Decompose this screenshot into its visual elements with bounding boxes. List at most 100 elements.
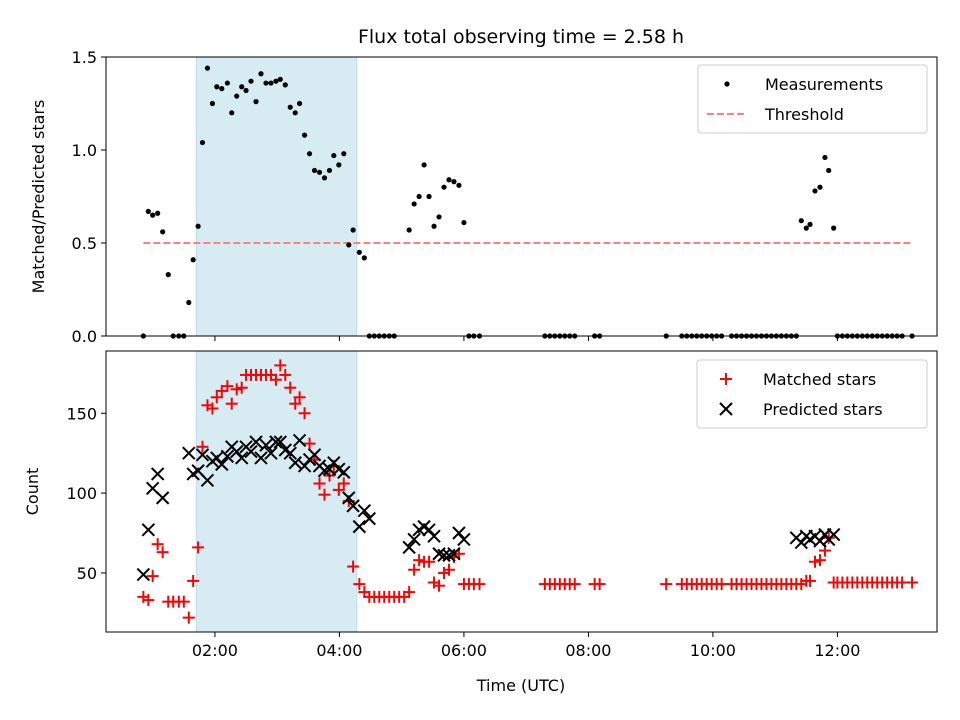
- top-highlight-span: [195, 56, 358, 337]
- measurement-point: [258, 71, 264, 77]
- measurement-point: [406, 227, 412, 233]
- measurement-point: [822, 154, 828, 161]
- bottom-plot-frame: [105, 350, 938, 633]
- measurement-point: [341, 151, 347, 157]
- predicted-star-point: [337, 465, 351, 480]
- measurement-point: [209, 100, 216, 107]
- measurement-point: [431, 223, 437, 229]
- chart-title: Flux total observing time = 2.58 h: [358, 26, 684, 48]
- predicted-star-point: [259, 438, 273, 452]
- measurement-point: [426, 193, 432, 200]
- measurement-point: [253, 99, 259, 105]
- legend-matched-marker: [720, 373, 732, 385]
- measurement-point: [301, 132, 308, 138]
- matched-star-point: [593, 578, 606, 591]
- predicted-star-point: [307, 448, 322, 462]
- predicted-star-point: [249, 435, 263, 449]
- measurement-point: [239, 84, 245, 90]
- predicted-star-point: [244, 444, 258, 459]
- matched-star-point: [151, 538, 164, 551]
- top-panel: 0.0 0.5 1.0 1.5 Matched/Predicted stars Mea…: [29, 48, 938, 346]
- measurement-point: [361, 255, 367, 261]
- matched-star-point: [813, 554, 826, 567]
- measurement-point: [268, 80, 274, 86]
- matched-star-point: [146, 570, 159, 583]
- bottom-y-tick-label: 50: [77, 564, 97, 583]
- measurement-point: [831, 225, 837, 231]
- bottom-legend: Matched stars Predicted stars: [696, 359, 928, 429]
- legend-matched-label: Matched stars: [763, 370, 876, 389]
- measurement-point: [219, 86, 225, 92]
- predicted-stars-points: [136, 433, 841, 582]
- x-tick-label: 12:00: [814, 641, 860, 660]
- predicted-star-point: [407, 532, 421, 547]
- matched-star-point: [210, 391, 223, 404]
- predicted-star-point: [141, 523, 156, 537]
- measurement-point: [421, 162, 427, 168]
- matched-star-point: [332, 483, 345, 496]
- measurement-point: [224, 80, 230, 86]
- measurement-point: [243, 87, 249, 94]
- measurement-point: [277, 76, 283, 82]
- predicted-star-point: [264, 446, 278, 460]
- measurement-point: [282, 82, 288, 88]
- bottom-x-ticks: 02:00 04:00 06:00 08:00 10:00 12:00: [192, 632, 860, 660]
- predicted-star-point: [362, 511, 377, 526]
- top-y-tick-label: 0.0: [72, 327, 97, 346]
- predicted-star-point: [215, 457, 229, 472]
- top-y-tick-label: 1.0: [72, 141, 97, 160]
- measurement-point: [195, 223, 201, 229]
- matched-star-point: [293, 391, 306, 404]
- matched-star-point: [568, 578, 581, 591]
- predicted-star-point: [150, 467, 165, 481]
- matched-star-point: [192, 541, 205, 554]
- bottom-y-tick-label: 100: [66, 484, 97, 503]
- predicted-star-point: [342, 491, 356, 505]
- measurement-point: [416, 193, 422, 200]
- measurement-point: [356, 249, 362, 255]
- top-legend: Measurements Threshold: [697, 64, 928, 134]
- matched-star-point: [403, 586, 416, 599]
- measurement-point: [287, 104, 293, 110]
- measurement-point: [326, 167, 333, 174]
- x-tick-label: 02:00: [192, 641, 238, 660]
- measurement-point: [150, 212, 156, 218]
- measurement-point: [812, 188, 818, 194]
- top-plot-frame: [105, 56, 938, 337]
- top-y-tick-label: 0.5: [72, 234, 97, 253]
- matched-star-point: [303, 437, 316, 450]
- matched-star-point: [423, 555, 436, 568]
- matched-star-point: [473, 578, 486, 591]
- bottom-y-tick-label: 150: [66, 404, 97, 423]
- matched-star-point: [660, 578, 673, 591]
- predicted-star-point: [136, 567, 151, 582]
- measurement-point: [336, 162, 342, 168]
- x-tick-label: 08:00: [565, 641, 611, 660]
- predicted-star-point: [357, 503, 372, 518]
- legend-measurement-marker: [724, 81, 730, 87]
- measurement-point: [229, 110, 235, 116]
- measurement-point: [248, 78, 254, 84]
- matched-star-point: [408, 563, 421, 576]
- matched-star-point: [284, 381, 297, 394]
- measurement-point: [436, 214, 442, 220]
- predicted-star-point: [254, 451, 268, 465]
- matched-star-point: [906, 576, 919, 589]
- matched-star-point: [274, 359, 287, 372]
- measurement-point: [204, 65, 211, 71]
- measurement-point: [331, 152, 337, 159]
- measurement-point: [186, 299, 192, 306]
- predicted-star-point: [442, 548, 456, 563]
- measurement-point: [817, 184, 823, 190]
- matched-star-point: [318, 488, 331, 501]
- measurement-point: [446, 177, 452, 183]
- legend-measurements-label: Measurements: [765, 75, 883, 94]
- predicted-star-point: [288, 456, 302, 470]
- bottom-legend-box: [696, 359, 928, 429]
- bottom-y-axis-label: Count: [23, 468, 42, 516]
- measurement-point: [292, 110, 298, 116]
- matched-star-point: [289, 397, 302, 410]
- matched-star-point: [196, 440, 209, 453]
